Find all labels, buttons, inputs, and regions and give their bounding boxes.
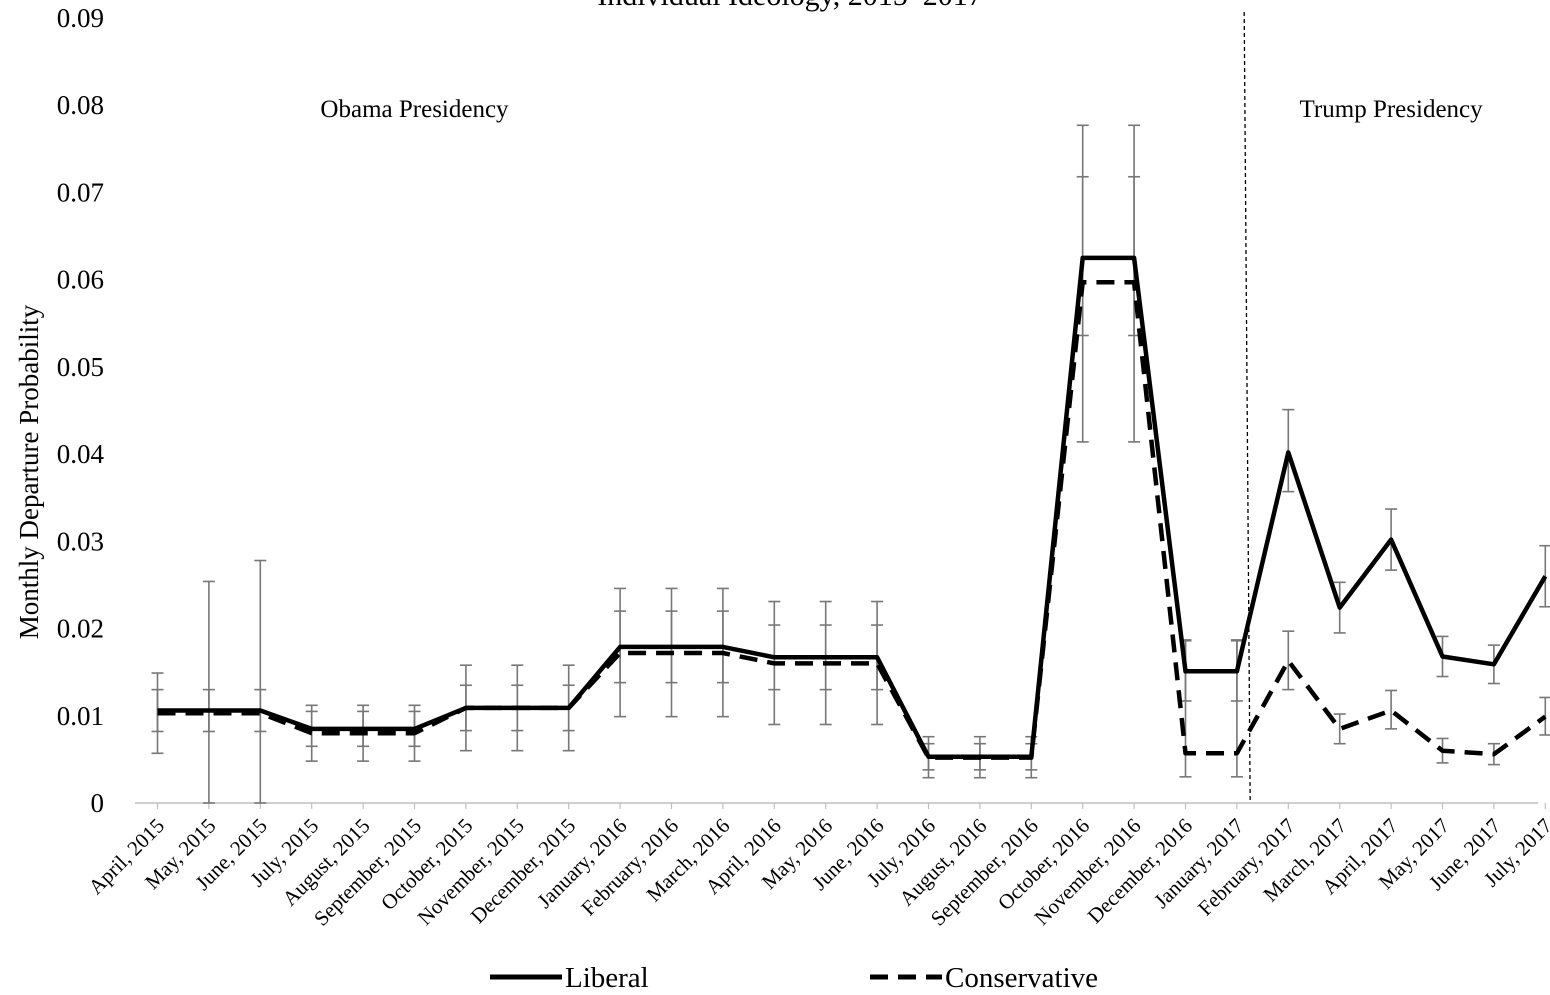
y-tick-label: 0.03: [57, 526, 104, 556]
presidency-annotation: Obama Presidency: [320, 96, 509, 123]
y-tick-label: 0.01: [57, 701, 104, 731]
series-line-conservative: [157, 280, 1547, 760]
chart-title: Individual Ideology, 2015–2017: [597, 0, 983, 12]
y-tick-label: 0.02: [57, 614, 104, 644]
error-bar: [614, 587, 627, 718]
presidency-annotation: Trump Presidency: [1300, 96, 1484, 123]
y-tick-label: 0.04: [57, 439, 105, 469]
error-bar: [1539, 696, 1550, 736]
plot-area: 00.010.020.030.040.050.060.070.080.09Apr…: [57, 3, 1550, 931]
legend-label: Conservative: [945, 962, 1098, 994]
error-bar: [1333, 713, 1346, 745]
error-bar: [254, 559, 267, 804]
error-bar: [1282, 630, 1295, 691]
y-tick-label: 0.08: [57, 90, 104, 120]
legend-item: Liberal: [490, 962, 649, 994]
legend-item: Conservative: [870, 962, 1098, 994]
presidency-divider: [1243, 11, 1251, 804]
y-tick-label: 0.05: [57, 352, 104, 382]
series-line-liberal: [157, 255, 1548, 760]
error-bar: [1385, 689, 1398, 730]
legend: Liberal Conservative: [490, 962, 1098, 994]
legend-label: Liberal: [565, 962, 649, 994]
y-tick-label: 0.09: [57, 3, 104, 33]
y-tick-label: 0: [91, 788, 105, 818]
error-bar: [871, 600, 884, 726]
error-bar: [202, 580, 215, 804]
y-tick-label: 0.06: [57, 265, 104, 295]
y-axis-label: Monthly Departure Probability: [14, 304, 44, 639]
y-tick-label: 0.07: [57, 177, 104, 207]
